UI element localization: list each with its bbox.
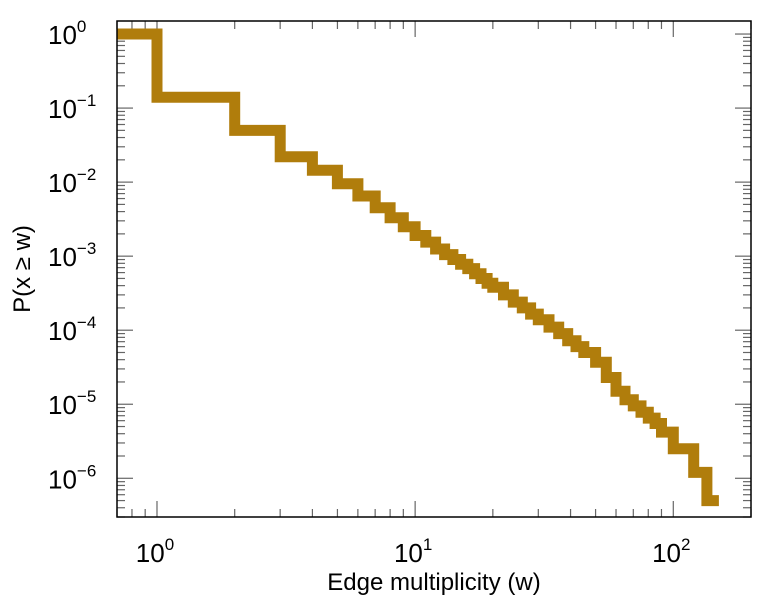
plot-frame (116, 20, 752, 518)
y-tick-label: 10−2 (48, 165, 96, 198)
x-tick-label: 100 (136, 535, 174, 568)
y-axis-label: P(x ≥ w) (9, 225, 36, 313)
x-axis-label: Edge multiplicity (w) (327, 569, 540, 596)
y-tick-label: 100 (48, 17, 86, 50)
series-layer (117, 28, 719, 507)
x-tick-label: 101 (394, 535, 432, 568)
series-0-line (117, 28, 719, 507)
y-tick-label: 10−1 (48, 91, 96, 124)
y-tick-label: 10−6 (48, 461, 96, 494)
y-tick-label: 10−5 (48, 387, 96, 420)
y-tick-label: 10−3 (48, 239, 96, 272)
x-tick-label: 102 (652, 535, 690, 568)
y-tick-labels: 100 10−1 10−2 10−3 10−4 10−5 10−6 (48, 17, 96, 494)
x-tick-labels: 100 101 102 (136, 535, 691, 568)
y-tick-label: 10−4 (48, 313, 96, 346)
